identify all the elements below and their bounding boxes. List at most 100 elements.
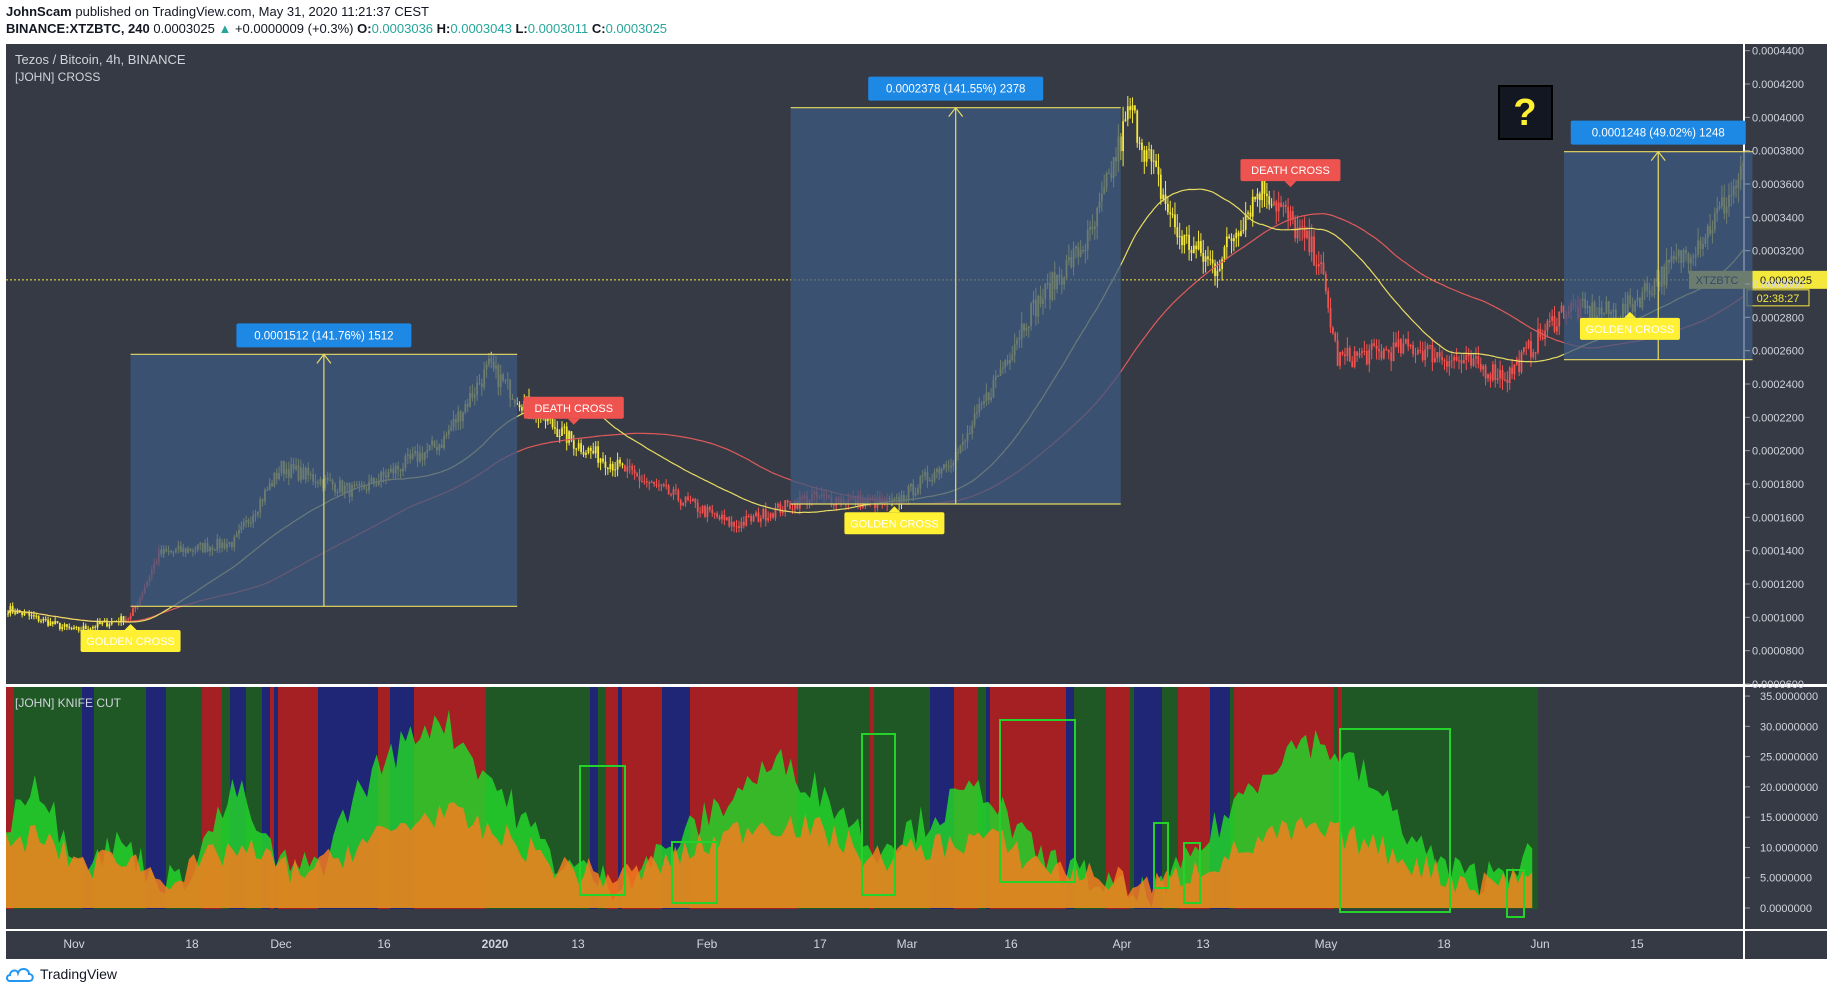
regime-stripe bbox=[1166, 687, 1170, 909]
candle-body bbox=[84, 625, 87, 630]
regime-stripe bbox=[1426, 687, 1430, 909]
highlight-box bbox=[671, 841, 718, 904]
regime-stripe bbox=[1146, 687, 1150, 909]
candle-body bbox=[1218, 269, 1221, 271]
candle-body bbox=[1443, 359, 1446, 362]
candle-body bbox=[781, 511, 784, 513]
candle-body bbox=[711, 509, 714, 514]
candle-body bbox=[684, 496, 687, 503]
candle-body bbox=[1496, 378, 1499, 381]
price-tick-label: 0.0003600 bbox=[1752, 179, 1804, 191]
regime-stripe bbox=[934, 687, 938, 909]
candle-body bbox=[725, 517, 728, 521]
candle-body bbox=[764, 509, 767, 521]
candle-body bbox=[73, 627, 75, 630]
tradingview-logo[interactable]: TradingView bbox=[6, 966, 117, 982]
candle-body bbox=[679, 500, 682, 506]
candle-body bbox=[134, 606, 137, 609]
label-pointer-icon bbox=[567, 418, 580, 425]
candle-body bbox=[1378, 349, 1380, 352]
regime-stripe bbox=[62, 687, 66, 909]
candle-body bbox=[14, 612, 16, 614]
regime-stripe bbox=[926, 687, 930, 909]
candle-body bbox=[1541, 337, 1544, 340]
regime-stripe bbox=[18, 687, 22, 909]
candle-body bbox=[1145, 150, 1148, 162]
regime-stripe bbox=[614, 687, 618, 909]
candle-body bbox=[1382, 349, 1385, 359]
candle-body bbox=[1455, 356, 1458, 361]
cloud-icon bbox=[6, 968, 34, 982]
regime-stripe bbox=[1526, 687, 1530, 909]
candle-body bbox=[733, 522, 735, 527]
time-tick-label: Feb bbox=[697, 937, 718, 951]
candle-body bbox=[1230, 238, 1233, 242]
regime-stripe bbox=[310, 687, 314, 909]
low-value: 0.0003011 bbox=[527, 21, 589, 36]
regime-stripe bbox=[1002, 687, 1006, 909]
candle-body bbox=[1322, 262, 1325, 275]
author-name[interactable]: JohnScam bbox=[6, 4, 72, 19]
regime-stripe bbox=[1018, 687, 1022, 909]
candle-body bbox=[99, 621, 101, 625]
osc-tick-label: 20.0000000 bbox=[1760, 782, 1818, 794]
candle-body bbox=[757, 512, 760, 522]
candle-body bbox=[1506, 379, 1509, 383]
candle-body bbox=[1530, 340, 1532, 358]
low-label: L: bbox=[515, 21, 528, 36]
regime-stripe bbox=[1134, 687, 1138, 909]
candle-body bbox=[1484, 365, 1487, 379]
cross-indicator-label[interactable]: [JOHN] CROSS bbox=[15, 70, 101, 84]
candle-body bbox=[1532, 352, 1535, 358]
regime-stripe bbox=[1490, 687, 1494, 909]
knife-cut-indicator-label[interactable]: [JOHN] KNIFE CUT bbox=[15, 696, 122, 710]
candle-body bbox=[1225, 236, 1228, 248]
candle-body bbox=[1159, 174, 1162, 199]
regime-stripe bbox=[1454, 687, 1458, 909]
regime-stripe bbox=[22, 687, 26, 909]
change-arrow-icon: ▲ bbox=[218, 21, 232, 36]
candle-body bbox=[1450, 360, 1453, 362]
price-tick-label: 0.0001400 bbox=[1752, 546, 1804, 558]
price-scale[interactable] bbox=[1745, 44, 1827, 684]
candle-body bbox=[1332, 327, 1334, 334]
osc-scale[interactable] bbox=[1745, 687, 1827, 929]
candle-body bbox=[616, 459, 619, 470]
regime-stripe bbox=[318, 687, 322, 909]
candle-body bbox=[1404, 338, 1407, 344]
candle-body bbox=[779, 503, 782, 513]
regime-stripe bbox=[1458, 687, 1462, 909]
time-tick-label: 18 bbox=[1437, 937, 1451, 951]
regime-stripe bbox=[1474, 687, 1478, 909]
candle-body bbox=[54, 621, 57, 624]
candle-body bbox=[1303, 226, 1306, 239]
regime-stripe bbox=[1014, 687, 1018, 909]
candle-body bbox=[1197, 241, 1200, 250]
regime-stripe bbox=[834, 687, 838, 909]
symbol-label: BINANCE:XTZBTC, 240 bbox=[6, 21, 150, 36]
regime-stripe bbox=[6, 687, 10, 909]
regime-stripe bbox=[226, 687, 230, 909]
candle-body bbox=[636, 473, 638, 477]
regime-stripe bbox=[1038, 687, 1042, 909]
regime-stripe bbox=[930, 687, 934, 909]
ohlc-line: BINANCE:XTZBTC, 240 0.0003025 ▲ +0.00000… bbox=[6, 21, 667, 36]
candle-body bbox=[645, 481, 648, 483]
regime-stripe bbox=[518, 687, 522, 909]
regime-stripe bbox=[1402, 687, 1406, 909]
question-mark: ? bbox=[1513, 92, 1536, 134]
price-tick-label: 0.0003400 bbox=[1752, 212, 1804, 224]
candle-body bbox=[1470, 354, 1472, 366]
last-price: 0.0003025 bbox=[153, 21, 215, 36]
regime-stripe bbox=[94, 687, 98, 909]
time-scale[interactable] bbox=[6, 931, 1743, 959]
candle-body bbox=[1294, 219, 1297, 239]
candle-body bbox=[558, 435, 561, 437]
candle-body bbox=[1462, 359, 1465, 364]
regime-stripe bbox=[66, 687, 70, 909]
candle-body bbox=[1395, 342, 1397, 347]
regime-stripe bbox=[1478, 687, 1482, 909]
regime-stripe bbox=[594, 687, 598, 909]
